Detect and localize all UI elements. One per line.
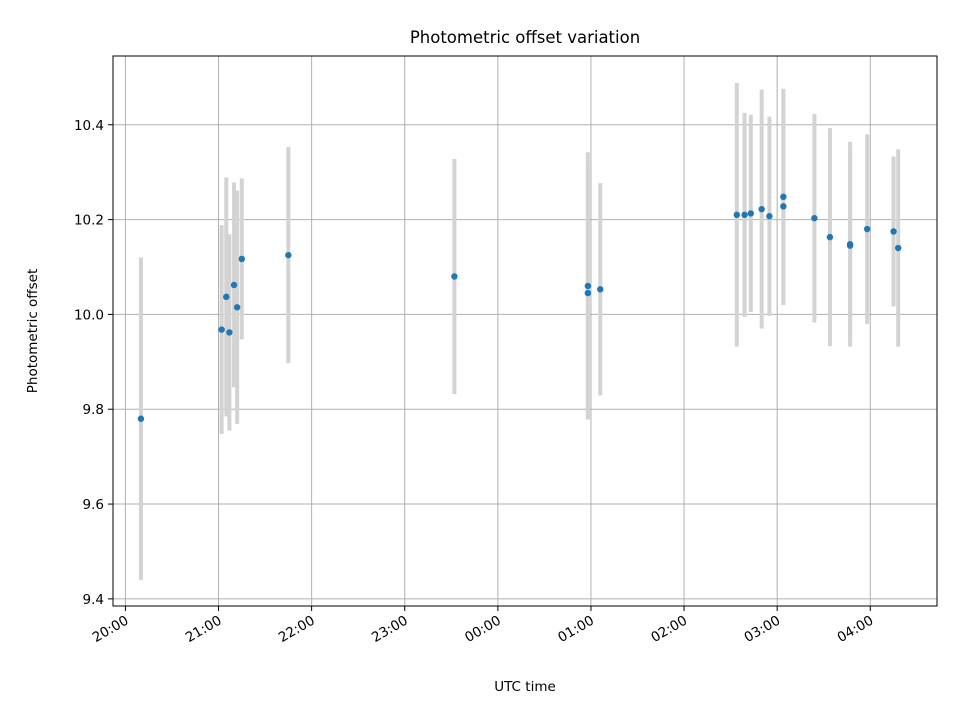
data-points xyxy=(137,193,902,422)
data-point xyxy=(733,211,741,219)
x-tick-label: 21:00 xyxy=(183,613,225,646)
data-point xyxy=(780,193,787,201)
x-tick-label: 22:00 xyxy=(276,613,318,646)
data-point xyxy=(895,244,902,252)
x-tick-label: 02:00 xyxy=(648,613,690,646)
data-point xyxy=(451,273,458,280)
data-point xyxy=(747,210,754,217)
data-point xyxy=(230,281,238,289)
x-tick-label: 20:00 xyxy=(90,613,132,646)
plot-frame xyxy=(112,55,938,607)
data-point xyxy=(584,282,592,290)
data-point xyxy=(238,255,245,263)
y-tick-label: 10.2 xyxy=(74,213,104,229)
x-tick-label: 01:00 xyxy=(555,613,597,646)
data-point xyxy=(226,329,233,336)
x-axis-label: UTC time xyxy=(494,679,556,695)
data-point xyxy=(758,205,765,213)
data-point xyxy=(846,242,854,249)
data-point xyxy=(811,214,818,222)
data-point xyxy=(826,233,834,241)
x-tick-label: 23:00 xyxy=(369,613,411,646)
data-point xyxy=(285,251,292,259)
data-point xyxy=(584,289,592,297)
x-tick-label: 00:00 xyxy=(462,613,504,646)
data-point xyxy=(766,213,773,220)
data-point xyxy=(863,225,871,233)
grid-lines xyxy=(113,56,937,606)
data-point xyxy=(137,415,145,422)
data-point xyxy=(233,304,241,311)
x-axis-ticks: 20:00 21:00 22:00 23:00 00:00 01:00 02:00 03:00… xyxy=(90,606,877,646)
data-point xyxy=(218,326,225,333)
y-tick-label: 10.0 xyxy=(74,307,104,323)
data-point xyxy=(597,286,604,293)
error-bars xyxy=(138,83,901,580)
chart-title: Photometric offset variation xyxy=(410,28,640,47)
y-axis-ticks: 9.4 9.6 9.8 10.0 10.2 10.4 xyxy=(74,118,113,608)
data-point xyxy=(890,228,897,235)
y-tick-label: 9.8 xyxy=(83,402,104,418)
y-tick-label: 10.4 xyxy=(74,118,104,134)
data-point xyxy=(741,211,748,219)
x-tick-label: 03:00 xyxy=(741,613,783,646)
x-tick-label: 04:00 xyxy=(835,613,877,646)
y-tick-label: 9.4 xyxy=(83,592,104,608)
data-point xyxy=(223,293,230,301)
data-point xyxy=(780,203,787,210)
y-axis-label: Photometric offset xyxy=(25,269,41,393)
y-tick-label: 9.6 xyxy=(83,497,104,513)
